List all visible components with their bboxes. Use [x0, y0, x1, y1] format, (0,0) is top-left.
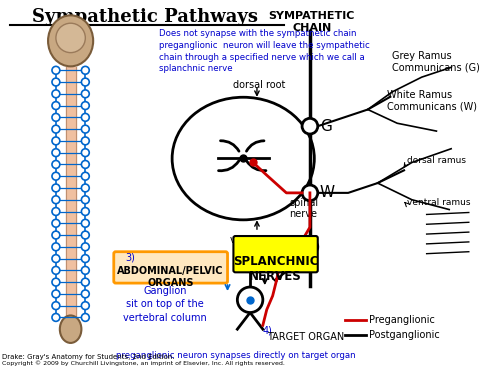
Text: Postganglionic: Postganglionic [369, 330, 440, 340]
Text: Sympathetic Pathways: Sympathetic Pathways [32, 9, 258, 26]
Circle shape [52, 172, 60, 180]
Circle shape [52, 302, 60, 310]
Circle shape [302, 185, 318, 201]
Circle shape [82, 172, 89, 180]
Circle shape [52, 160, 60, 168]
Circle shape [52, 314, 60, 322]
Circle shape [82, 219, 89, 227]
Text: Preganglionic: Preganglionic [369, 316, 434, 326]
Circle shape [52, 208, 60, 216]
Text: Drake: Gray's Anatomy for Students, 2nd Edition.: Drake: Gray's Anatomy for Students, 2nd … [2, 354, 174, 360]
Circle shape [82, 137, 89, 145]
Ellipse shape [60, 316, 82, 343]
Ellipse shape [48, 15, 93, 66]
Circle shape [82, 78, 89, 86]
Circle shape [302, 239, 318, 255]
Circle shape [82, 255, 89, 263]
Circle shape [52, 78, 60, 86]
Text: G: G [320, 119, 332, 134]
Circle shape [52, 278, 60, 286]
Text: SYMPATHETIC
CHAIN: SYMPATHETIC CHAIN [268, 12, 355, 33]
Circle shape [82, 160, 89, 168]
Circle shape [52, 137, 60, 145]
Text: White Ramus
Communicans (W): White Ramus Communicans (W) [388, 90, 478, 112]
Circle shape [82, 184, 89, 192]
Text: 4): 4) [263, 325, 272, 335]
Text: TARGET ORGAN: TARGET ORGAN [267, 332, 344, 342]
Text: preganglionic neuron synapses directly on target organ: preganglionic neuron synapses directly o… [116, 351, 355, 360]
Circle shape [52, 255, 60, 263]
Circle shape [82, 314, 89, 322]
Text: dorsal root: dorsal root [232, 80, 285, 90]
Text: Prevertebral
Ganglion
sit on top of the
vertebral column: Prevertebral Ganglion sit on top of the … [123, 273, 206, 323]
Circle shape [82, 90, 89, 98]
Circle shape [82, 149, 89, 157]
Circle shape [82, 231, 89, 239]
Circle shape [302, 118, 318, 134]
Text: spinal
nerve: spinal nerve [290, 198, 318, 219]
Circle shape [82, 125, 89, 133]
FancyBboxPatch shape [234, 236, 318, 272]
Text: W: W [320, 185, 335, 200]
Text: Does not synapse with the sympathetic chain
preganglionic  neuron will leave the: Does not synapse with the sympathetic ch… [159, 29, 370, 73]
Text: SPLANCHNIC
NERVES: SPLANCHNIC NERVES [233, 255, 318, 283]
Circle shape [82, 302, 89, 310]
Ellipse shape [56, 23, 86, 53]
Text: ventral root: ventral root [230, 235, 287, 245]
Text: Grey Ramus
Communicans (G): Grey Ramus Communicans (G) [392, 51, 480, 72]
Circle shape [82, 208, 89, 216]
Text: dorsal ramus: dorsal ramus [407, 156, 466, 166]
Circle shape [238, 287, 263, 313]
Circle shape [82, 290, 89, 298]
Ellipse shape [172, 97, 314, 220]
Circle shape [82, 278, 89, 286]
Text: ABDOMINAL/PELVIC
ORGANS: ABDOMINAL/PELVIC ORGANS [118, 266, 224, 288]
Circle shape [82, 113, 89, 121]
Circle shape [52, 90, 60, 98]
Circle shape [52, 243, 60, 251]
Circle shape [52, 290, 60, 298]
Circle shape [52, 219, 60, 227]
Circle shape [82, 66, 89, 74]
Circle shape [52, 102, 60, 110]
Text: ventral ramus: ventral ramus [407, 198, 470, 207]
Circle shape [52, 113, 60, 121]
Circle shape [52, 266, 60, 274]
Circle shape [82, 243, 89, 251]
Text: 3): 3) [126, 253, 136, 263]
Circle shape [52, 66, 60, 74]
Circle shape [52, 184, 60, 192]
Circle shape [52, 231, 60, 239]
Circle shape [52, 149, 60, 157]
Circle shape [52, 196, 60, 204]
FancyBboxPatch shape [114, 252, 228, 283]
Circle shape [52, 125, 60, 133]
Circle shape [82, 102, 89, 110]
Text: Copyright © 2009 by Churchill Livingstone, an imprint of Elsevier, Inc. All righ: Copyright © 2009 by Churchill Livingston… [2, 360, 285, 366]
Circle shape [82, 266, 89, 274]
Circle shape [82, 196, 89, 204]
